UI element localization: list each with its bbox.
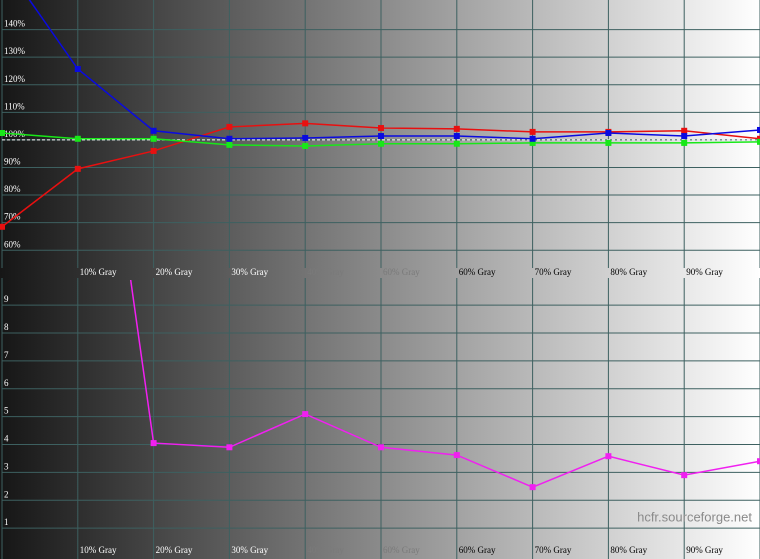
data-point bbox=[529, 484, 536, 491]
data-point bbox=[378, 133, 384, 140]
data-point bbox=[757, 458, 760, 465]
data-point bbox=[226, 135, 233, 142]
plot-area bbox=[0, 0, 760, 230]
watermark: hcfr.sourceforge.net bbox=[637, 509, 752, 524]
x-tick-label: 90% Gray bbox=[686, 267, 723, 277]
data-point bbox=[757, 138, 760, 145]
data-point bbox=[150, 147, 157, 154]
plot-area bbox=[129, 280, 760, 491]
x-tick-label: 40% Gray bbox=[307, 545, 344, 555]
y-tick-label: 110% bbox=[4, 101, 25, 111]
y-tick-label: 7 bbox=[4, 350, 9, 360]
y-tick-label: 5 bbox=[4, 406, 9, 416]
y-tick-label: 6 bbox=[4, 378, 9, 388]
data-point bbox=[453, 140, 460, 147]
data-point bbox=[605, 130, 612, 136]
series-line bbox=[129, 280, 760, 488]
data-point bbox=[74, 165, 81, 172]
data-point bbox=[378, 140, 384, 147]
data-point bbox=[681, 127, 688, 134]
data-point bbox=[681, 133, 688, 140]
x-tick-label: 60% Gray bbox=[459, 267, 496, 277]
x-tick-label: 70% Gray bbox=[535, 267, 572, 277]
x-tick-label: 30% Gray bbox=[231, 267, 268, 277]
x-tick-label: 80% Gray bbox=[610, 267, 647, 277]
data-point bbox=[226, 444, 233, 451]
y-tick-label: 140% bbox=[4, 19, 26, 29]
data-point bbox=[150, 440, 157, 447]
data-point bbox=[681, 472, 688, 479]
data-point bbox=[529, 128, 536, 135]
data-point bbox=[150, 127, 157, 134]
data-point bbox=[605, 453, 612, 460]
y-tick-label: 4 bbox=[4, 434, 9, 444]
y-tick-label: 60% bbox=[4, 239, 21, 249]
data-point bbox=[302, 411, 309, 418]
y-tick-label: 2 bbox=[4, 489, 9, 499]
y-tick-label: 1 bbox=[4, 517, 9, 527]
data-point bbox=[378, 444, 384, 451]
data-point bbox=[0, 223, 5, 230]
y-tick-label: 70% bbox=[4, 212, 21, 222]
data-point bbox=[757, 135, 760, 142]
y-tick-label: 3 bbox=[4, 461, 9, 471]
data-point bbox=[529, 139, 536, 146]
x-tick-label: 60% Gray bbox=[383, 545, 420, 555]
x-tick-label: 30% Gray bbox=[231, 545, 268, 555]
x-tick-label: 20% Gray bbox=[156, 267, 193, 277]
y-tick-label: 8 bbox=[4, 322, 9, 332]
x-tick-label: 40% Gray bbox=[307, 267, 344, 277]
data-point bbox=[74, 66, 81, 73]
y-tick-label: 9 bbox=[4, 294, 9, 304]
data-point bbox=[453, 452, 460, 459]
data-point bbox=[74, 135, 81, 142]
data-point bbox=[757, 126, 760, 133]
y-tick-label: 90% bbox=[4, 157, 21, 167]
data-point bbox=[453, 125, 460, 132]
x-tick-label: 90% Gray bbox=[686, 545, 723, 555]
x-tick-label: 80% Gray bbox=[610, 545, 647, 555]
data-point bbox=[226, 141, 233, 148]
data-point bbox=[378, 125, 384, 132]
data-point bbox=[529, 135, 536, 142]
data-point bbox=[0, 130, 5, 136]
y-tick-label: 80% bbox=[4, 184, 21, 194]
data-point bbox=[150, 135, 157, 142]
x-tick-label: 20% Gray bbox=[156, 545, 193, 555]
y-tick-label: 130% bbox=[4, 46, 26, 56]
data-point bbox=[226, 123, 233, 130]
x-tick-label: 70% Gray bbox=[535, 545, 572, 555]
data-point bbox=[302, 120, 309, 127]
data-point bbox=[302, 134, 309, 141]
x-tick-label: 60% Gray bbox=[459, 545, 496, 555]
x-tick-label: 10% Gray bbox=[80, 267, 117, 277]
data-point bbox=[681, 139, 688, 146]
data-point bbox=[453, 133, 460, 140]
data-point bbox=[302, 142, 309, 149]
x-tick-label: 10% Gray bbox=[80, 545, 117, 555]
x-tick-label: 60% Gray bbox=[383, 267, 420, 277]
y-tick-label: 120% bbox=[4, 74, 26, 84]
data-point bbox=[605, 139, 612, 146]
